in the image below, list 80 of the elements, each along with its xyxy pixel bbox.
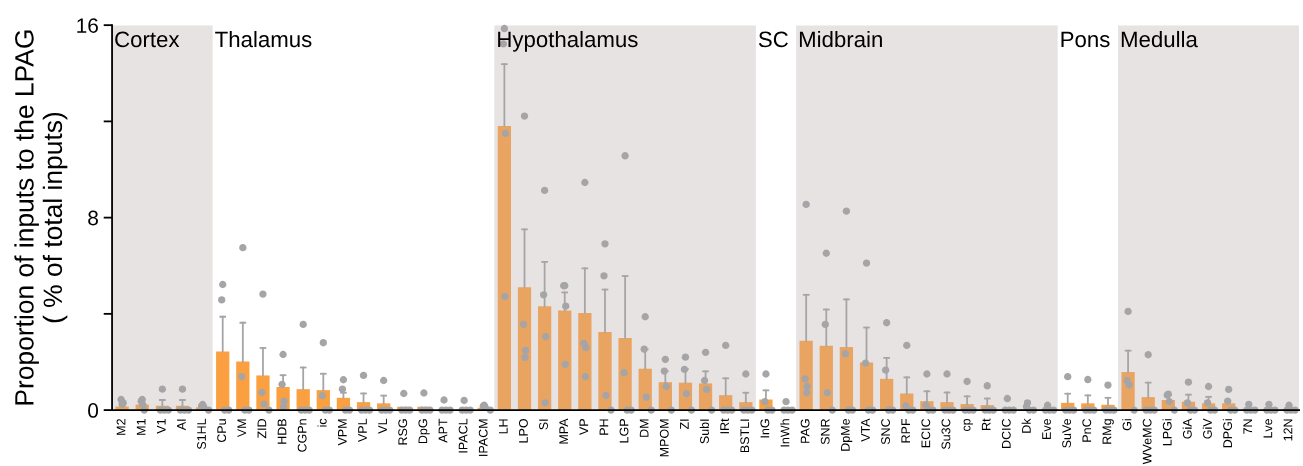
x-tick-label: MPOM xyxy=(659,419,669,457)
bar xyxy=(497,125,512,411)
x-tick-label: M1 xyxy=(136,419,146,435)
x-tick-label: MPA xyxy=(559,418,568,444)
x-tick-label: Su3C xyxy=(941,418,951,450)
x-tick-label: Gi xyxy=(1122,419,1132,431)
x-tick-label: 12N xyxy=(1283,419,1293,441)
x-tick-label: DpMe xyxy=(841,418,853,451)
x-tick-label: DM xyxy=(639,419,649,437)
band-label: Medulla xyxy=(1121,30,1198,48)
annotation: Pons xyxy=(1061,31,1110,48)
x-tick-label: VPL xyxy=(358,418,367,442)
x-tick-label: RMg xyxy=(1102,419,1114,444)
x-tick-label: ECIC xyxy=(921,418,931,448)
x-tick-label: IPACM xyxy=(478,419,488,456)
x-tick-label: BSTLI xyxy=(740,419,750,453)
x-tick-label: SNC xyxy=(881,418,890,445)
band-label: Hypothalamus xyxy=(498,30,638,52)
x-tick-label: CGPn xyxy=(297,419,307,452)
x-tick-label: LPGi xyxy=(1162,419,1172,446)
x-tick-label: VTA xyxy=(861,418,870,442)
x-tick-label: LGP xyxy=(619,419,629,443)
y-tick-label: 16 xyxy=(77,18,98,33)
x-tick-label: Eve xyxy=(1042,418,1051,439)
y-tick-label: 0 xyxy=(88,403,99,418)
x-tick-label: Rt xyxy=(981,418,991,430)
x-tick-label: cp xyxy=(963,418,973,432)
x-tick-label: SNR xyxy=(820,418,830,445)
x-tick-label: VP xyxy=(579,419,589,436)
x-tick-label: M2 xyxy=(116,419,126,435)
x-tick-label: InG xyxy=(760,419,770,438)
x-tick-label: PAG xyxy=(800,419,810,443)
x-tick-label: DCIC xyxy=(1001,418,1011,448)
x-tick-label: SI xyxy=(539,419,548,430)
x-tick-label: IRt xyxy=(720,418,730,434)
x-tick-label: VL xyxy=(378,418,387,434)
x-tick-label: Dk xyxy=(1021,418,1031,433)
y-tick-label: 8 xyxy=(88,210,98,226)
x-tick-label: SubI xyxy=(699,419,709,444)
x-tick-label: SuVe xyxy=(1062,418,1072,448)
bar xyxy=(537,306,552,411)
x-tick-label: VPM xyxy=(338,419,347,446)
x-tick-label: WVeMC xyxy=(1142,418,1152,465)
x-tick-label: HDB xyxy=(277,419,287,444)
x-tick-label: AI xyxy=(177,419,186,431)
x-tick-label: PnC xyxy=(1082,418,1092,442)
bar xyxy=(578,312,592,411)
y-axis-title: Proportion of inputs to the LPAG ( % of total inputs) xyxy=(14,30,68,405)
x-tick-label: 7N xyxy=(1243,419,1253,434)
bar xyxy=(216,351,230,411)
band-label: Cortex xyxy=(115,31,180,48)
x-tick-label: LH xyxy=(499,419,508,434)
x-tick-label: GiA xyxy=(1182,418,1192,439)
bar xyxy=(236,361,250,411)
x-tick-label: RPF xyxy=(901,418,910,443)
bar xyxy=(598,331,612,411)
x-tick-label: V1 xyxy=(156,419,166,434)
x-tick-label: PH xyxy=(599,419,609,435)
x-tick-label: ZID xyxy=(257,419,267,439)
x-tick-label: Lve xyxy=(1263,418,1273,438)
x-tick-label: CPu xyxy=(217,419,227,443)
x-tick-label: InWh xyxy=(780,419,790,447)
x-tick-label: LPO xyxy=(519,419,528,443)
x-tick-label: DPGi xyxy=(1222,419,1233,448)
x-tick-label: ZI xyxy=(680,419,689,430)
annotation: Thalamus xyxy=(215,30,312,48)
annotation: SC xyxy=(758,31,788,48)
bar xyxy=(517,287,532,411)
x-tick-label: S1HL xyxy=(197,418,206,450)
x-tick-label: RSG xyxy=(398,419,408,445)
bar xyxy=(819,345,833,411)
x-tick-label: DpG xyxy=(418,419,430,444)
bar xyxy=(839,347,854,411)
x-tick-label: VM xyxy=(237,419,247,438)
x-tick-label: GiV xyxy=(1202,418,1212,439)
band-label: Midbrain xyxy=(799,30,882,48)
x-tick-label: ic xyxy=(317,418,327,427)
x-tick-label: IPACL xyxy=(458,418,468,453)
x-tick-label: APT xyxy=(438,418,448,443)
bar xyxy=(618,337,632,411)
